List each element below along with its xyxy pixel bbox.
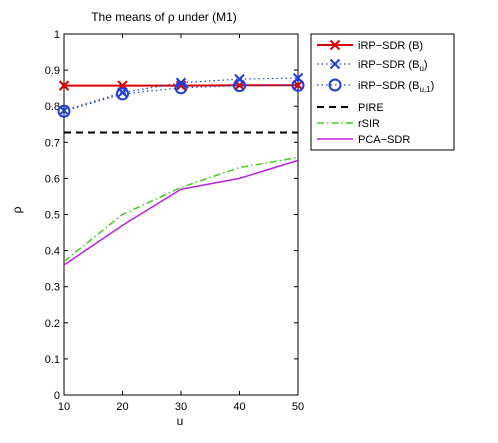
- x-tick-label: 50: [292, 401, 304, 413]
- x-tick-label: 10: [58, 401, 70, 413]
- y-tick-label: 0: [54, 390, 60, 402]
- legend: iRP−SDR (B) iRP−SDR (Bu) iRP−SDR (Bu,1) PIR…: [310, 33, 455, 151]
- legend-box: [310, 33, 455, 151]
- series-line: [63, 159, 299, 266]
- data-point: [116, 87, 129, 101]
- marker-stroke: [329, 39, 341, 51]
- y-tick-label: 1: [54, 29, 60, 41]
- legend-label: rSIR: [358, 118, 380, 130]
- data-point: [233, 79, 246, 93]
- legend-marker: [328, 78, 342, 92]
- series-line: [63, 84, 299, 112]
- marker-stroke: [58, 80, 70, 91]
- legend-item-1: iRP−SDR (Bu): [317, 58, 428, 73]
- series-2: [57, 78, 305, 118]
- x-tick-label: 20: [116, 401, 128, 413]
- legend-label: iRP−SDR (Bu,1): [358, 80, 434, 94]
- y-tick-label: 0.9: [45, 65, 60, 77]
- x-tick-label: 30: [175, 401, 187, 413]
- y-tick-label: 0.8: [45, 101, 60, 113]
- y-tick-label: 0.5: [45, 210, 60, 222]
- legend-item-0: iRP−SDR (B): [317, 39, 423, 52]
- y-tick-label: 0.4: [45, 246, 60, 258]
- plot-area: 0 0.1 0.2 0.3 0.4 0.5 0.6 0.7 0.8 0.9 1 10 20 30 40 50: [45, 29, 305, 413]
- legend-label: iRP−SDR (Bu): [358, 59, 428, 73]
- series-4: [63, 156, 299, 263]
- y-axis-label: ρ: [10, 206, 24, 213]
- chart-title: The means of ρ under (M1): [91, 10, 237, 24]
- data-point: [291, 78, 305, 92]
- series-line: [63, 156, 299, 263]
- series-line: [63, 77, 299, 112]
- y-tick-label: 0.1: [45, 354, 60, 366]
- series-5: [63, 159, 299, 266]
- legend-item-5: PCA−SDR: [317, 134, 410, 146]
- y-tick-label: 0.6: [45, 173, 60, 185]
- legend-item-3: PIRE: [317, 102, 384, 114]
- y-tick-label: 0.2: [45, 318, 60, 330]
- legend-label: iRP−SDR (B): [358, 40, 423, 52]
- legend-marker: [329, 39, 341, 51]
- legend-item-2: iRP−SDR (Bu,1): [317, 78, 434, 94]
- y-tick-label: 0.3: [45, 282, 60, 294]
- legend-marker: [329, 58, 341, 70]
- data-point: [57, 104, 71, 118]
- data-point: [174, 81, 188, 95]
- legend-item-4: rSIR: [317, 118, 380, 130]
- x-tick-label: 40: [233, 401, 245, 413]
- legend-label: PIRE: [358, 102, 384, 114]
- x-axis-label: u: [177, 414, 184, 428]
- data-point: [58, 80, 70, 91]
- plot-frame: [63, 33, 299, 396]
- marker-stroke: [329, 58, 341, 70]
- legend-label: PCA−SDR: [358, 134, 410, 146]
- y-tick-label: 0.7: [45, 137, 60, 149]
